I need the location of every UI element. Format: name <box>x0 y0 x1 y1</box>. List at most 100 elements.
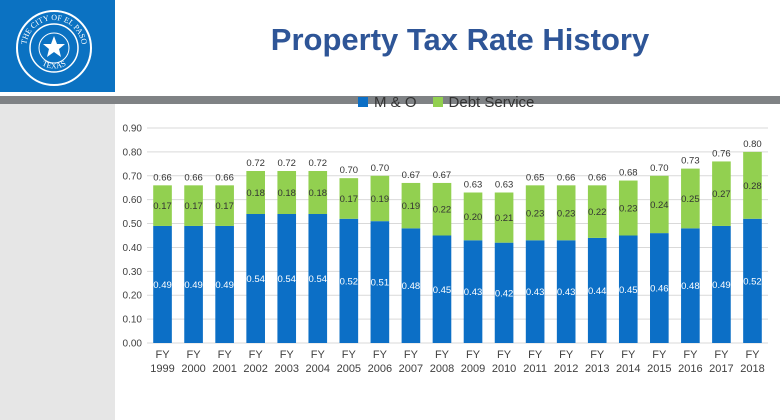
bar-debt <box>401 182 421 229</box>
page-title: Property Tax Rate History <box>270 22 650 57</box>
data-label-mo: 0.45 <box>433 285 452 296</box>
bar-debt <box>618 180 638 236</box>
bar-mo <box>308 214 328 343</box>
bar-debt <box>556 185 576 241</box>
y-tick-label: 0.60 <box>123 195 143 206</box>
data-label-total: 0.72 <box>246 158 264 169</box>
data-label-total: 0.63 <box>464 180 483 191</box>
data-label-total: 0.66 <box>557 172 576 183</box>
bar-debt <box>712 161 731 226</box>
legend-swatch-mo <box>358 97 368 107</box>
x-tick-label: 2016 <box>678 363 702 375</box>
x-tick-label: FY <box>342 349 357 361</box>
bar-debt <box>743 151 762 219</box>
data-label-mo: 0.52 <box>743 276 762 287</box>
bar-mo <box>463 240 483 343</box>
x-tick-label: 2008 <box>430 363 454 375</box>
chart-legend: M & O Debt Service <box>358 92 550 112</box>
data-label-mo: 0.43 <box>464 287 483 298</box>
bar-mo <box>650 233 669 343</box>
data-label-mo: 0.48 <box>402 281 421 292</box>
data-label-mo: 0.49 <box>712 280 731 291</box>
bar-mo <box>525 240 545 343</box>
bar-mo <box>153 225 172 343</box>
x-tick-label: 2005 <box>337 363 361 375</box>
data-label-debt: 0.27 <box>712 189 731 200</box>
bar-debt <box>277 171 297 214</box>
x-tick-label: FY <box>621 349 636 361</box>
data-label-mo: 0.44 <box>588 286 607 297</box>
data-label-total: 0.66 <box>215 172 234 183</box>
data-label-total: 0.72 <box>309 158 328 169</box>
x-tick-label: FY <box>559 349 574 361</box>
city-seal-logo: THE CITY OF EL PASO TEXAS <box>16 10 92 86</box>
data-label-debt: 0.17 <box>340 194 359 205</box>
svg-text:TEXAS: TEXAS <box>41 59 67 71</box>
y-tick-label: 0.20 <box>123 291 143 302</box>
x-tick-label: FY <box>218 349 233 361</box>
bar-mo <box>681 228 700 343</box>
data-label-debt: 0.18 <box>277 188 296 199</box>
bar-debt <box>153 185 172 226</box>
header-divider <box>0 96 780 104</box>
bar-mo <box>712 225 731 343</box>
data-label-mo: 0.42 <box>495 288 514 299</box>
bar-debt <box>339 178 359 219</box>
data-label-total: 0.67 <box>433 170 452 181</box>
data-label-mo: 0.54 <box>277 274 296 285</box>
data-label-total: 0.76 <box>712 148 731 159</box>
data-label-mo: 0.49 <box>215 280 234 291</box>
x-tick-label: 2018 <box>740 363 764 375</box>
legend-label-debt: Debt Service <box>448 93 535 111</box>
x-tick-label: FY <box>373 349 388 361</box>
x-tick-label: FY <box>280 349 295 361</box>
x-tick-label: FY <box>311 349 326 361</box>
data-label-mo: 0.54 <box>309 274 328 285</box>
legend-item-mo: M & O <box>358 94 417 111</box>
legend-item-debt: Debt Service <box>432 93 535 111</box>
bar-debt <box>463 192 483 241</box>
data-label-debt: 0.21 <box>495 213 514 224</box>
data-label-total: 0.70 <box>340 165 359 176</box>
x-tick-label: FY <box>466 349 481 361</box>
x-tick-label: FY <box>683 349 698 361</box>
data-label-debt: 0.22 <box>588 207 607 218</box>
x-tick-label: FY <box>745 349 760 361</box>
x-tick-label: FY <box>497 349 512 361</box>
x-tick-label: FY <box>652 349 667 361</box>
data-label-debt: 0.23 <box>526 208 545 219</box>
data-label-total: 0.67 <box>402 170 421 181</box>
data-label-total: 0.72 <box>277 158 296 169</box>
bar-mo <box>277 214 297 343</box>
data-label-debt: 0.24 <box>650 200 669 211</box>
bar-debt <box>184 185 203 226</box>
data-label-mo: 0.54 <box>246 274 264 285</box>
x-tick-label: 2002 <box>243 363 267 375</box>
data-label-total: 0.70 <box>650 163 669 174</box>
data-label-debt: 0.23 <box>557 208 576 219</box>
data-label-debt: 0.28 <box>743 181 762 192</box>
data-label-total: 0.65 <box>526 172 545 183</box>
data-label-debt: 0.17 <box>153 201 172 212</box>
x-tick-label: 2004 <box>306 363 330 375</box>
y-tick-label: 0.70 <box>123 171 143 182</box>
x-tick-label: FY <box>528 349 543 361</box>
data-label-mo: 0.43 <box>557 287 576 298</box>
bar-debt <box>681 168 700 229</box>
bar-mo <box>370 221 390 343</box>
bar-mo <box>339 218 359 343</box>
x-tick-label: 2009 <box>461 363 485 375</box>
bar-debt <box>246 171 265 214</box>
x-tick-label: 2001 <box>212 363 236 375</box>
bar-mo <box>587 237 607 343</box>
x-tick-label: FY <box>249 349 264 361</box>
bar-debt <box>650 175 669 234</box>
data-label-debt: 0.22 <box>433 205 452 216</box>
bar-mo <box>215 225 234 343</box>
bar-debt <box>215 185 234 226</box>
bar-debt <box>370 175 390 222</box>
bar-debt <box>525 185 545 241</box>
y-tick-label: 0.10 <box>123 315 143 326</box>
x-tick-label: 2015 <box>647 363 671 375</box>
left-panel <box>0 104 115 420</box>
